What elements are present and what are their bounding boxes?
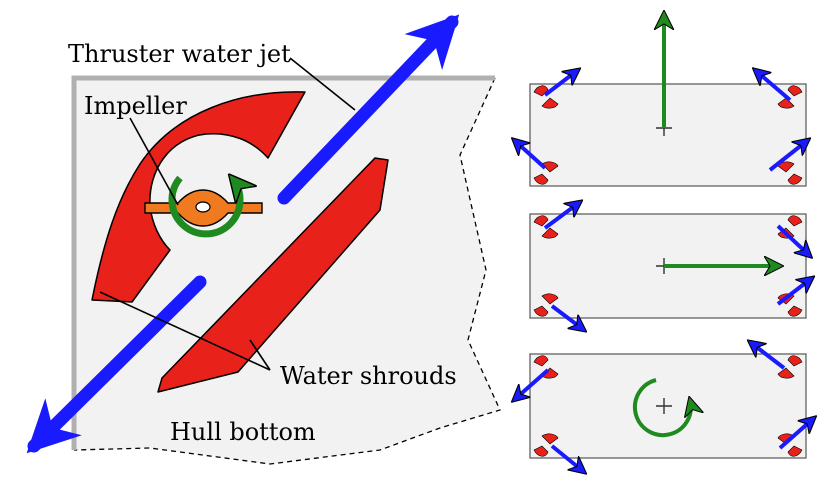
jet-arrow [750, 342, 786, 370]
label-impeller: Impeller [84, 92, 187, 120]
jet-arrow [755, 70, 792, 102]
hull-dashed-edge [73, 77, 501, 465]
jet-arrow [768, 140, 808, 172]
jet-arrow [514, 368, 550, 400]
jet-arrow [543, 70, 578, 97]
panel-rotation-motion [514, 342, 814, 472]
jet-arrow [778, 418, 814, 450]
center-of-mass-icon [656, 398, 672, 414]
impeller-rotation-arrow [168, 178, 240, 238]
jet-arrow [514, 140, 547, 170]
rotation-arrow-icon [632, 378, 691, 438]
leader-impeller [129, 117, 179, 206]
hull-outline [529, 83, 807, 187]
impeller-hub [195, 201, 211, 213]
label-hull-bottom: Hull bottom [170, 418, 316, 446]
jet-arrow [550, 444, 584, 472]
jet-arrow [550, 304, 584, 330]
label-water-shrouds: Water shrouds [280, 362, 457, 390]
panel-sideways-motion [529, 202, 812, 330]
leader-shroud-upper [99, 291, 271, 371]
water-shroud-lower [157, 157, 389, 393]
jet-arrow [543, 202, 580, 230]
hull-solid-edge [71, 75, 495, 450]
leader-thruster-jet [289, 57, 356, 111]
water-shroud-upper [91, 91, 306, 303]
leader-lines [99, 57, 356, 371]
label-thruster-jet: Thruster water jet [68, 40, 291, 68]
impeller [144, 189, 263, 227]
jet-arrow [776, 224, 810, 256]
jet-outflow-arrow [277, 14, 460, 205]
leader-shroud-lower [249, 339, 271, 371]
jet-inflow-arrow [26, 275, 207, 454]
panel-forward-motion [514, 14, 808, 187]
jet-arrow [776, 278, 812, 306]
thruster-water-jet [26, 14, 460, 454]
